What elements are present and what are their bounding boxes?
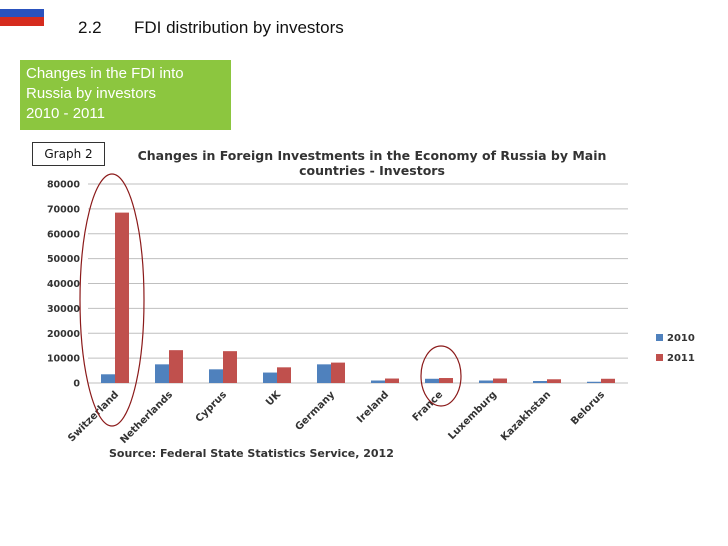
y-tick-label: 60000 [47,229,80,240]
bar-2011 [331,362,345,383]
bar-2010 [155,364,169,383]
callout-line: 2010 - 2011 [26,105,105,122]
y-tick-label: 80000 [47,180,80,191]
callout-box: Changes in the FDI into Russia by invest… [20,60,231,130]
y-tick-label: 10000 [47,354,80,365]
legend-swatch [656,354,663,361]
chart-title-line: countries - Investors [299,163,445,178]
bar-2010 [425,378,439,383]
bar-2010 [101,374,115,383]
y-tick-label: 70000 [47,204,80,215]
bar-2010 [479,380,493,383]
chart-source: Source: Federal State Statistics Service… [109,447,394,460]
bar-2011 [169,350,183,383]
bar-2010 [263,372,277,383]
y-tick-label: 40000 [47,279,80,290]
legend-label: 2011 [667,353,695,364]
bar-2011 [223,351,237,383]
bar-2011 [439,378,453,383]
x-category-label: UK [264,388,284,408]
x-category-label: Germany [293,389,337,433]
bar-2011 [601,378,615,383]
highlight-ellipse [420,345,462,407]
highlight-ellipse [79,173,145,427]
bar-2010 [587,381,601,383]
y-tick-label: 30000 [47,304,80,315]
x-category-label: Cyprus [194,389,229,424]
flag-stripe-blue [0,8,44,18]
bar-2011 [547,379,561,383]
callout-line: Changes in the FDI into [26,65,184,82]
x-category-label: Belorus [569,389,607,427]
flag-stripe-red [0,17,44,26]
slide-title: FDI distribution by investors [134,18,344,37]
callout-line: Russia by investors [26,85,157,102]
bar-2010 [209,369,223,383]
flag-stripe-white [0,0,44,9]
x-category-label: Luxemburg [446,389,499,442]
legend-label: 2010 [667,333,695,344]
bar-2010 [317,364,331,383]
graph-label: Graph 2 [32,142,105,166]
russian-flag-icon [0,0,44,26]
bar-2010 [371,380,385,383]
bar-2011 [385,378,399,383]
chart-title-line: Changes in Foreign Investments in the Ec… [138,148,607,163]
x-category-label: Switzerland [66,389,121,444]
bar-2011 [493,378,507,383]
y-tick-label: 20000 [47,329,80,340]
y-tick-label: 50000 [47,254,80,265]
x-category-label: Kazakhstan [499,389,553,443]
x-category-label: Ireland [355,389,391,425]
bar-2010 [533,381,547,383]
y-tick-label: 0 [73,379,80,390]
slide-number: 2.2 [78,18,102,37]
bar-2011 [277,367,291,383]
x-category-label: Netherlands [118,389,175,446]
bar-2011 [115,212,129,383]
legend-swatch [656,334,663,341]
